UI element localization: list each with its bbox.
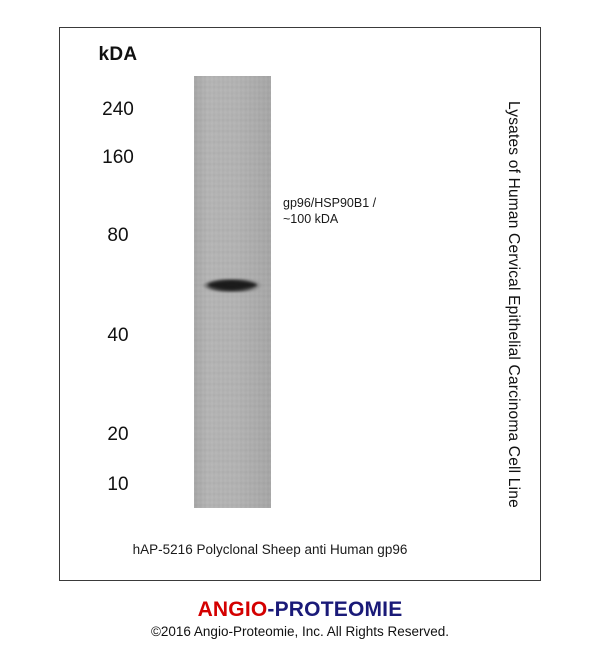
marker-label-40: 40 <box>107 325 129 346</box>
marker-label-80: 80 <box>107 225 129 246</box>
molecular-weight-axis-header: kDA <box>98 44 138 65</box>
protein-band-core <box>208 282 257 288</box>
marker-label-160: 160 <box>102 147 134 168</box>
lane-texture <box>194 76 271 508</box>
blot-lane <box>194 76 271 508</box>
band-annotation-line-2: ~100 kDA <box>283 212 339 226</box>
figure-frame <box>59 27 541 581</box>
marker-label-10: 10 <box>107 474 129 495</box>
brand-name-primary: ANGIO <box>197 598 268 621</box>
brand-name-secondary: -PROTEOMIE <box>267 598 403 621</box>
band-annotation: gp96/HSP90B1 / ~100 kDA <box>283 195 376 227</box>
copyright-line: ©2016 Angio-Proteomie, Inc. All Rights R… <box>150 624 450 639</box>
brand-wordmark: ANGIO-PROTEOMIE <box>0 598 600 622</box>
figure-caption: hAP-5216 Polyclonal Sheep anti Human gp9… <box>132 542 408 557</box>
marker-label-20: 20 <box>107 424 129 445</box>
lane-shading <box>194 76 271 508</box>
sample-label-text: Lysates of Human Cervical Epithelial Car… <box>505 100 522 508</box>
band-annotation-line-1: gp96/HSP90B1 / <box>283 196 377 210</box>
sample-label: Lysates of Human Cervical Epithelial Car… <box>486 27 540 581</box>
marker-label-240: 240 <box>102 99 134 120</box>
